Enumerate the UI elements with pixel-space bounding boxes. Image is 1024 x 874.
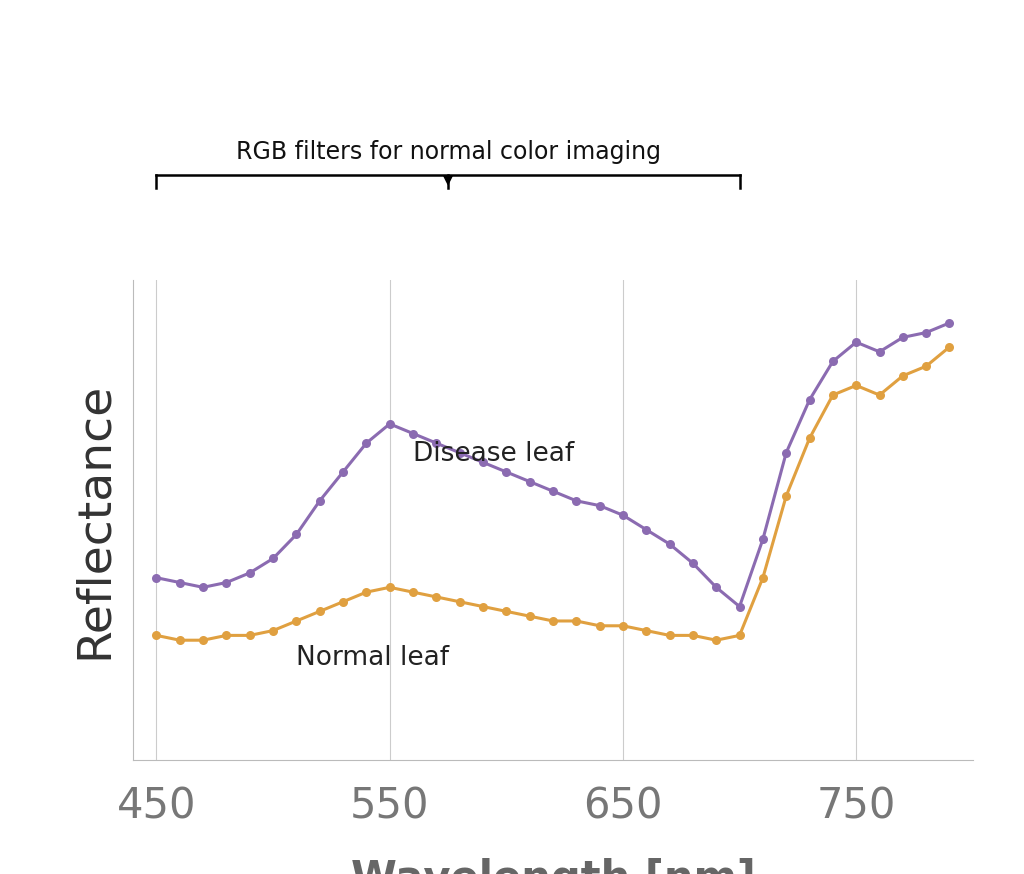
X-axis label: Wavelength [nm]: Wavelength [nm] xyxy=(350,858,756,874)
Y-axis label: Reflectance: Reflectance xyxy=(72,381,117,659)
Text: Normal leaf: Normal leaf xyxy=(296,645,450,671)
Text: Disease leaf: Disease leaf xyxy=(413,441,574,467)
Text: RGB filters for normal color imaging: RGB filters for normal color imaging xyxy=(236,141,660,164)
Text: Red: Red xyxy=(607,213,662,237)
Text: Blue: Blue xyxy=(196,213,258,237)
Text: Green: Green xyxy=(371,213,456,237)
